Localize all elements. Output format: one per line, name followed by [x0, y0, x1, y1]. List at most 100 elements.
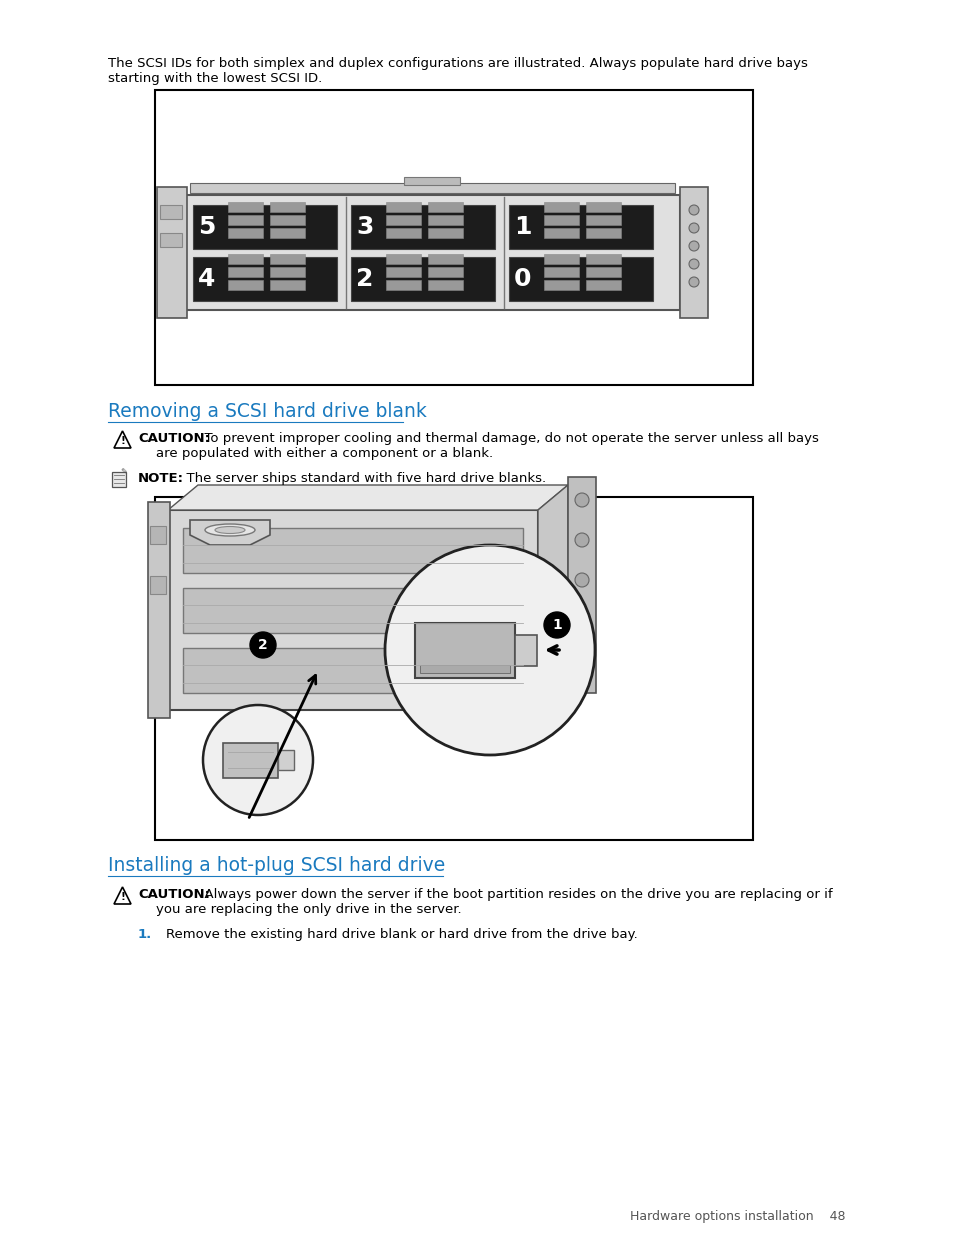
Text: CAUTION:: CAUTION: [138, 432, 210, 445]
Bar [228, 203, 263, 212]
Bar [160, 205, 182, 219]
Circle shape [688, 241, 699, 251]
Bar [277, 750, 294, 769]
Bar [585, 254, 620, 264]
Bar [270, 254, 305, 264]
Text: Removing a SCSI hard drive blank: Removing a SCSI hard drive blank [108, 403, 426, 421]
Bar [543, 267, 578, 277]
Bar [193, 205, 336, 249]
Bar [228, 254, 263, 264]
Bar [154, 496, 752, 840]
Circle shape [250, 632, 275, 658]
Text: 1: 1 [552, 618, 561, 632]
Bar [386, 280, 420, 290]
Bar [185, 195, 679, 310]
Ellipse shape [205, 524, 254, 536]
Bar [428, 267, 462, 277]
Bar [183, 529, 522, 573]
Bar [154, 90, 752, 385]
Bar [585, 203, 620, 212]
Bar [585, 215, 620, 225]
Text: 2: 2 [258, 638, 268, 652]
Circle shape [203, 705, 313, 815]
Text: ✎: ✎ [120, 468, 128, 477]
Bar [351, 205, 495, 249]
Bar [679, 186, 707, 317]
Text: Always power down the server if the boot partition resides on the drive you are : Always power down the server if the boot… [195, 888, 832, 902]
Bar [148, 501, 170, 718]
Bar [585, 228, 620, 238]
Bar [386, 203, 420, 212]
Bar [193, 257, 336, 301]
Circle shape [575, 493, 588, 508]
Bar [351, 257, 495, 301]
Bar [515, 635, 537, 666]
Circle shape [575, 613, 588, 627]
Bar [543, 280, 578, 290]
Bar [428, 215, 462, 225]
Text: you are replacing the only drive in the server.: you are replacing the only drive in the … [156, 903, 461, 916]
Bar [543, 254, 578, 264]
Text: !: ! [120, 436, 125, 446]
Text: starting with the lowest SCSI ID.: starting with the lowest SCSI ID. [108, 72, 322, 85]
Bar [183, 648, 522, 693]
Polygon shape [190, 520, 270, 545]
Polygon shape [168, 485, 567, 510]
Bar [386, 254, 420, 264]
Bar [415, 622, 515, 678]
Bar [543, 203, 578, 212]
Polygon shape [113, 431, 131, 448]
Circle shape [543, 613, 569, 638]
Text: CAUTION:: CAUTION: [138, 888, 210, 902]
Bar [160, 233, 182, 247]
Text: The SCSI IDs for both simplex and duplex configurations are illustrated. Always : The SCSI IDs for both simplex and duplex… [108, 57, 807, 70]
Bar [168, 510, 537, 710]
Bar [150, 576, 166, 594]
Circle shape [575, 573, 588, 587]
Bar [270, 215, 305, 225]
Bar [567, 477, 596, 693]
Circle shape [688, 205, 699, 215]
Bar [228, 228, 263, 238]
Bar [228, 280, 263, 290]
Text: The server ships standard with five hard drive blanks.: The server ships standard with five hard… [178, 472, 545, 485]
Text: Hardware options installation    48: Hardware options installation 48 [630, 1210, 845, 1223]
Text: 5: 5 [198, 215, 215, 240]
Text: 1: 1 [514, 215, 531, 240]
Bar [428, 280, 462, 290]
Polygon shape [113, 887, 131, 904]
Bar [509, 257, 652, 301]
Bar [270, 280, 305, 290]
Bar [585, 267, 620, 277]
Bar [428, 203, 462, 212]
Circle shape [688, 259, 699, 269]
Bar [190, 183, 675, 193]
Bar [228, 267, 263, 277]
Text: 2: 2 [355, 267, 374, 291]
Bar [386, 228, 420, 238]
Circle shape [575, 534, 588, 547]
Text: 3: 3 [355, 215, 374, 240]
Bar [228, 215, 263, 225]
Polygon shape [537, 485, 567, 710]
Bar [509, 205, 652, 249]
Bar [223, 743, 277, 778]
Text: 0: 0 [514, 267, 531, 291]
Bar [270, 267, 305, 277]
Text: NOTE:: NOTE: [138, 472, 184, 485]
Bar [543, 228, 578, 238]
Text: !: ! [120, 892, 125, 902]
Text: 4: 4 [198, 267, 215, 291]
Bar [585, 280, 620, 290]
Circle shape [688, 224, 699, 233]
Text: are populated with either a component or a blank.: are populated with either a component or… [156, 447, 493, 459]
Bar [543, 215, 578, 225]
Bar [428, 254, 462, 264]
Text: Installing a hot-plug SCSI hard drive: Installing a hot-plug SCSI hard drive [108, 856, 445, 876]
Bar [157, 186, 187, 317]
Text: To prevent improper cooling and thermal damage, do not operate the server unless: To prevent improper cooling and thermal … [195, 432, 818, 445]
Bar [270, 228, 305, 238]
Circle shape [385, 545, 595, 755]
Bar [183, 588, 522, 634]
Text: Remove the existing hard drive blank or hard drive from the drive bay.: Remove the existing hard drive blank or … [166, 927, 638, 941]
